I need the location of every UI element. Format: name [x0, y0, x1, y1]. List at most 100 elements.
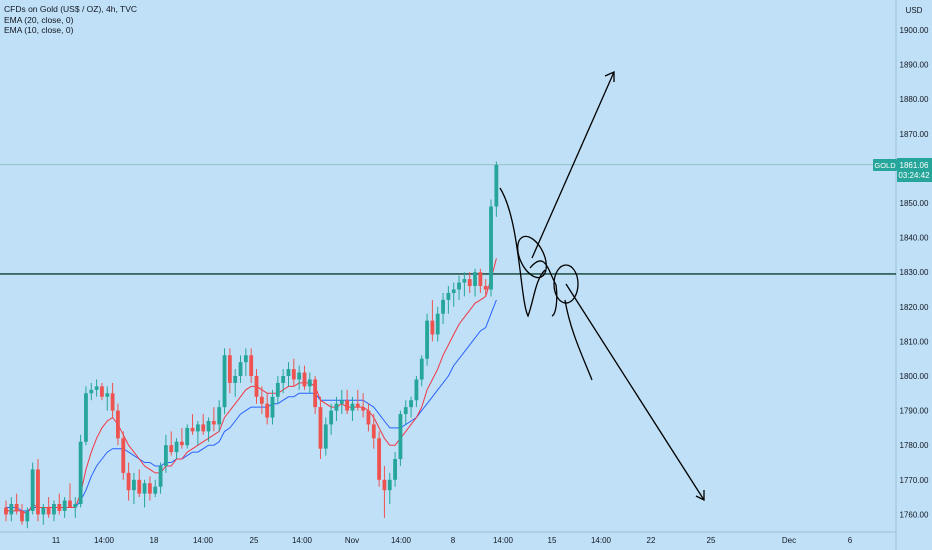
- candle-body: [132, 479, 136, 491]
- candle: [243, 348, 248, 376]
- legend-symbol[interactable]: CFDs on Gold (US$ / OZ), 4h, TVC: [4, 4, 138, 14]
- candle-body: [195, 424, 200, 432]
- candle: [425, 313, 429, 366]
- candle: [473, 268, 477, 297]
- ema-10-polyline: [6, 258, 497, 516]
- candle-body: [57, 504, 62, 511]
- time-tick-label: Nov: [345, 536, 359, 545]
- candle: [73, 497, 78, 518]
- candle: [467, 272, 472, 293]
- candle-body: [217, 407, 222, 425]
- candle-body: [307, 379, 312, 387]
- candle: [483, 279, 488, 297]
- candle: [478, 268, 483, 293]
- candle-body: [382, 479, 387, 491]
- candle: [451, 282, 456, 307]
- candle-body: [291, 369, 296, 380]
- candle: [30, 462, 35, 515]
- legend-ema-20[interactable]: EMA (20, close, 0): [4, 14, 74, 25]
- candle-body: [243, 355, 248, 363]
- candle-body: [68, 500, 72, 508]
- price-tick-label: 1810.00: [900, 337, 929, 346]
- price-tick-label: 1790.00: [900, 407, 929, 416]
- candle-body: [9, 504, 14, 515]
- time-tick-label: 14:00: [94, 536, 115, 545]
- candle: [195, 420, 200, 446]
- time-tick-label: 25: [250, 536, 259, 545]
- candle: [435, 306, 440, 342]
- candle-body: [489, 206, 493, 290]
- candle: [137, 469, 142, 498]
- candle: [254, 369, 259, 404]
- candle-body: [254, 376, 259, 397]
- candle-body: [409, 400, 413, 408]
- ema-20-polyline: [6, 299, 497, 512]
- candle: [105, 386, 110, 411]
- candle: [153, 479, 158, 498]
- candle: [489, 199, 493, 297]
- candle: [441, 292, 445, 325]
- candle: [9, 497, 14, 522]
- time-axis[interactable]: 11 14:00 18 14:00 25 14:00 Nov 14:00 8 14:00 15 14:…: [52, 536, 853, 545]
- candle: [222, 348, 227, 415]
- price-axis[interactable]: 1900.00 1890.00 1880.00 1870.00 1850.00 1840.…: [900, 26, 929, 519]
- candle-body: [158, 465, 163, 487]
- time-tick-label: 14:00: [193, 536, 214, 545]
- candle: [457, 275, 461, 300]
- bar-countdown-text: 03:24:42: [898, 171, 930, 180]
- candle-body: [126, 472, 131, 491]
- candle: [100, 382, 104, 401]
- candle: [68, 483, 72, 508]
- candle: [57, 493, 62, 515]
- candle-body: [222, 355, 227, 408]
- candle-body: [371, 424, 376, 439]
- arrow-up-head: [604, 70, 615, 82]
- candle-body: [169, 445, 174, 453]
- candle-body: [275, 382, 280, 397]
- candle-body: [457, 282, 461, 290]
- candle: [41, 504, 46, 525]
- candle: [265, 393, 270, 425]
- price-badge: GOLD 1861.06 03:24:42: [873, 158, 932, 182]
- candle-body: [14, 504, 19, 511]
- price-tick-label: 1830.00: [900, 268, 929, 277]
- candle: [132, 472, 136, 505]
- candle: [158, 462, 163, 494]
- candle: [393, 452, 397, 487]
- candle: [339, 389, 344, 415]
- candle: [259, 386, 264, 415]
- last-price-tag: [897, 158, 932, 182]
- candle: [382, 465, 387, 518]
- price-tick-label: 1770.00: [900, 476, 929, 485]
- candle: [446, 286, 451, 314]
- arrow-down-head: [695, 490, 705, 502]
- candle: [217, 400, 222, 432]
- candle: [361, 393, 366, 418]
- candle-body: [25, 510, 30, 522]
- candle: [377, 431, 381, 487]
- candle-body: [137, 479, 142, 494]
- arrow-up-line: [531, 71, 615, 259]
- candle-body: [313, 379, 318, 408]
- time-tick-label: 25: [707, 536, 716, 545]
- candle-body: [4, 507, 8, 515]
- candle-body: [350, 403, 355, 411]
- price-tick-label: 1880.00: [900, 95, 929, 104]
- candle: [419, 355, 424, 387]
- user-drawings[interactable]: [499, 70, 705, 502]
- candle: [291, 358, 296, 387]
- legend-ema-10[interactable]: EMA (10, close, 0): [4, 25, 74, 35]
- candle-body: [403, 407, 408, 415]
- candle-body: [446, 292, 451, 300]
- candle-body: [483, 286, 488, 290]
- time-tick-label: 18: [150, 536, 159, 545]
- candle: [121, 431, 126, 480]
- candle-body: [84, 393, 88, 442]
- candle-body: [100, 386, 104, 397]
- candle: [89, 382, 94, 401]
- candle-body: [451, 289, 456, 293]
- candle-body: [30, 469, 35, 511]
- candle-body: [105, 393, 110, 397]
